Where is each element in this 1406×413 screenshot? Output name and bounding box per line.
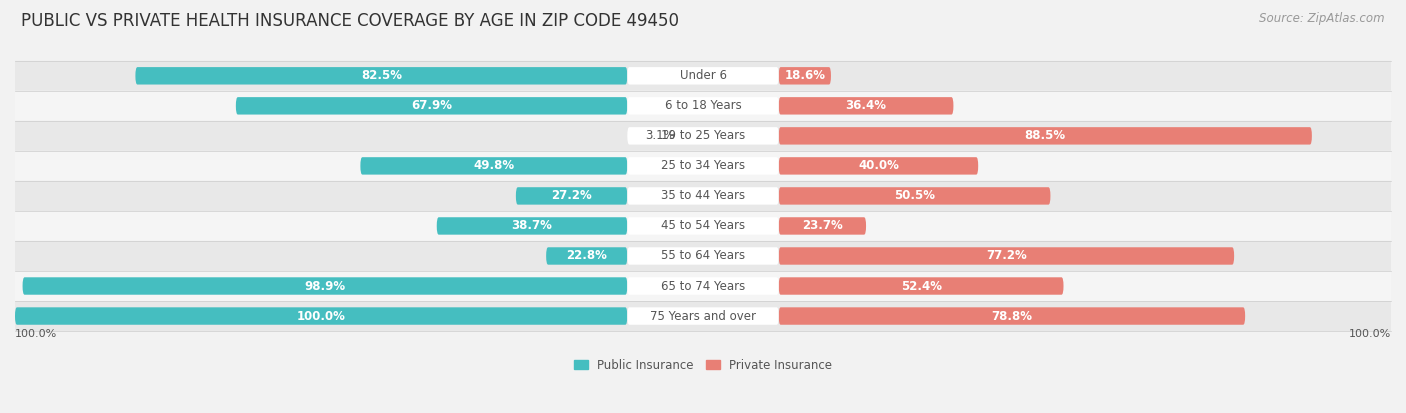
Text: 88.5%: 88.5% xyxy=(1025,129,1066,142)
FancyBboxPatch shape xyxy=(135,67,627,85)
Text: Under 6: Under 6 xyxy=(679,69,727,82)
Text: 100.0%: 100.0% xyxy=(15,329,58,339)
FancyBboxPatch shape xyxy=(779,307,1246,325)
FancyBboxPatch shape xyxy=(779,247,1234,265)
Text: 18.6%: 18.6% xyxy=(785,69,825,82)
Text: 55 to 64 Years: 55 to 64 Years xyxy=(661,249,745,263)
FancyBboxPatch shape xyxy=(627,127,779,145)
Text: PUBLIC VS PRIVATE HEALTH INSURANCE COVERAGE BY AGE IN ZIP CODE 49450: PUBLIC VS PRIVATE HEALTH INSURANCE COVER… xyxy=(21,12,679,31)
FancyBboxPatch shape xyxy=(546,247,627,265)
FancyBboxPatch shape xyxy=(15,271,1391,301)
FancyBboxPatch shape xyxy=(627,217,779,235)
FancyBboxPatch shape xyxy=(779,67,831,85)
FancyBboxPatch shape xyxy=(779,187,1050,204)
Text: 36.4%: 36.4% xyxy=(845,100,887,112)
Text: 6 to 18 Years: 6 to 18 Years xyxy=(665,100,741,112)
Text: 38.7%: 38.7% xyxy=(512,219,553,233)
Text: 98.9%: 98.9% xyxy=(304,280,346,292)
Text: 23.7%: 23.7% xyxy=(801,219,842,233)
Text: 75 Years and over: 75 Years and over xyxy=(650,309,756,323)
FancyBboxPatch shape xyxy=(779,217,866,235)
FancyBboxPatch shape xyxy=(15,91,1391,121)
FancyBboxPatch shape xyxy=(627,307,779,325)
FancyBboxPatch shape xyxy=(627,187,779,204)
FancyBboxPatch shape xyxy=(15,301,1391,331)
FancyBboxPatch shape xyxy=(15,307,627,325)
FancyBboxPatch shape xyxy=(15,211,1391,241)
Text: 77.2%: 77.2% xyxy=(986,249,1026,263)
FancyBboxPatch shape xyxy=(516,187,627,204)
Text: 25 to 34 Years: 25 to 34 Years xyxy=(661,159,745,172)
Legend: Public Insurance, Private Insurance: Public Insurance, Private Insurance xyxy=(574,358,832,372)
Text: 22.8%: 22.8% xyxy=(567,249,607,263)
FancyBboxPatch shape xyxy=(360,157,627,175)
FancyBboxPatch shape xyxy=(15,241,1391,271)
FancyBboxPatch shape xyxy=(15,181,1391,211)
Text: 50.5%: 50.5% xyxy=(894,190,935,202)
FancyBboxPatch shape xyxy=(627,247,779,265)
Text: 49.8%: 49.8% xyxy=(474,159,515,172)
Text: 67.9%: 67.9% xyxy=(411,100,453,112)
FancyBboxPatch shape xyxy=(15,121,1391,151)
FancyBboxPatch shape xyxy=(627,157,779,175)
FancyBboxPatch shape xyxy=(15,61,1391,91)
Text: 19 to 25 Years: 19 to 25 Years xyxy=(661,129,745,142)
FancyBboxPatch shape xyxy=(779,157,979,175)
Text: 27.2%: 27.2% xyxy=(551,190,592,202)
FancyBboxPatch shape xyxy=(779,277,1063,295)
FancyBboxPatch shape xyxy=(236,97,627,114)
FancyBboxPatch shape xyxy=(437,217,627,235)
FancyBboxPatch shape xyxy=(627,67,779,85)
Text: Source: ZipAtlas.com: Source: ZipAtlas.com xyxy=(1260,12,1385,25)
Text: 78.8%: 78.8% xyxy=(991,309,1032,323)
Text: 45 to 54 Years: 45 to 54 Years xyxy=(661,219,745,233)
Text: 65 to 74 Years: 65 to 74 Years xyxy=(661,280,745,292)
FancyBboxPatch shape xyxy=(15,151,1391,181)
Text: 3.1%: 3.1% xyxy=(645,129,675,142)
FancyBboxPatch shape xyxy=(627,97,779,114)
Text: 100.0%: 100.0% xyxy=(297,309,346,323)
FancyBboxPatch shape xyxy=(779,127,1312,145)
Text: 100.0%: 100.0% xyxy=(1348,329,1391,339)
FancyBboxPatch shape xyxy=(779,97,953,114)
FancyBboxPatch shape xyxy=(22,277,627,295)
Text: 40.0%: 40.0% xyxy=(858,159,898,172)
Text: 35 to 44 Years: 35 to 44 Years xyxy=(661,190,745,202)
Text: 52.4%: 52.4% xyxy=(901,280,942,292)
FancyBboxPatch shape xyxy=(627,277,779,295)
Text: 82.5%: 82.5% xyxy=(361,69,402,82)
